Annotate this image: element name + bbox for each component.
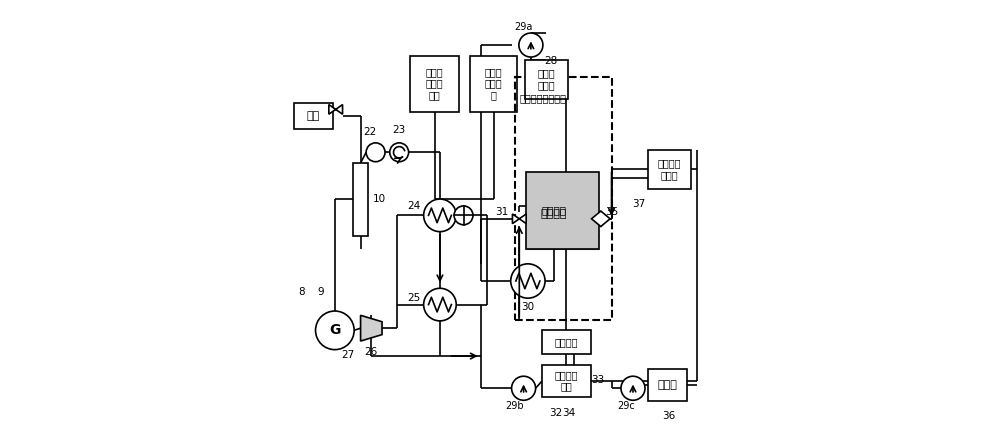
Text: 10: 10 (373, 194, 386, 205)
Text: 滑油冷却
系统: 滑油冷却 系统 (555, 370, 578, 392)
Text: 32: 32 (549, 408, 562, 418)
Text: 开式海
水冷却: 开式海 水冷却 (538, 69, 555, 90)
Text: 缸套水冷
却系统: 缸套水冷 却系统 (658, 159, 681, 180)
Text: 电池与
电机余
热: 电池与 电机余 热 (485, 67, 502, 100)
Text: 34: 34 (562, 408, 575, 418)
Bar (526, 172, 599, 249)
Polygon shape (361, 315, 382, 341)
Text: 相变材料: 相变材料 (540, 209, 567, 220)
Polygon shape (592, 211, 610, 227)
Text: 27: 27 (341, 350, 355, 360)
Circle shape (512, 376, 536, 400)
Bar (515, 77, 612, 320)
Circle shape (316, 311, 354, 350)
Circle shape (366, 143, 385, 162)
Bar (542, 330, 591, 354)
Text: 35: 35 (605, 207, 618, 218)
Circle shape (511, 264, 545, 298)
Circle shape (424, 199, 456, 232)
Circle shape (621, 376, 645, 400)
Text: 33: 33 (591, 375, 604, 385)
Text: 36: 36 (662, 411, 675, 421)
Circle shape (390, 143, 409, 162)
Text: 37: 37 (633, 199, 646, 209)
Text: 28: 28 (544, 56, 557, 66)
Text: 24: 24 (407, 201, 421, 211)
Bar (648, 150, 691, 189)
Circle shape (424, 288, 456, 321)
Text: 22: 22 (363, 127, 377, 137)
Bar (470, 56, 517, 112)
Text: 空冷系统: 空冷系统 (555, 337, 578, 347)
Text: 31: 31 (495, 207, 509, 218)
Bar (648, 369, 687, 401)
Circle shape (454, 206, 473, 225)
Text: 相变材料: 相变材料 (541, 205, 566, 215)
Text: 发动机: 发动机 (657, 380, 677, 390)
Bar (410, 56, 459, 112)
Polygon shape (329, 105, 343, 114)
Text: 25: 25 (407, 293, 421, 303)
Text: 29a: 29a (514, 22, 533, 32)
Text: G: G (329, 323, 341, 337)
Text: 29c: 29c (618, 401, 635, 411)
Text: 液氨: 液氨 (307, 111, 320, 121)
Bar (525, 60, 568, 99)
Circle shape (519, 33, 543, 57)
Text: 29b: 29b (506, 401, 524, 411)
Text: 燃料电
池与发
动机: 燃料电 池与发 动机 (426, 67, 443, 100)
Polygon shape (512, 214, 526, 224)
Text: 9: 9 (317, 287, 324, 297)
Bar (294, 103, 333, 129)
Text: 8: 8 (298, 287, 305, 297)
Bar (542, 365, 591, 397)
Text: 26: 26 (365, 347, 378, 357)
Text: 30: 30 (521, 302, 534, 312)
Bar (353, 163, 368, 236)
Text: 23: 23 (393, 125, 406, 135)
Text: 储能装置冷却系统: 储能装置冷却系统 (519, 94, 566, 104)
